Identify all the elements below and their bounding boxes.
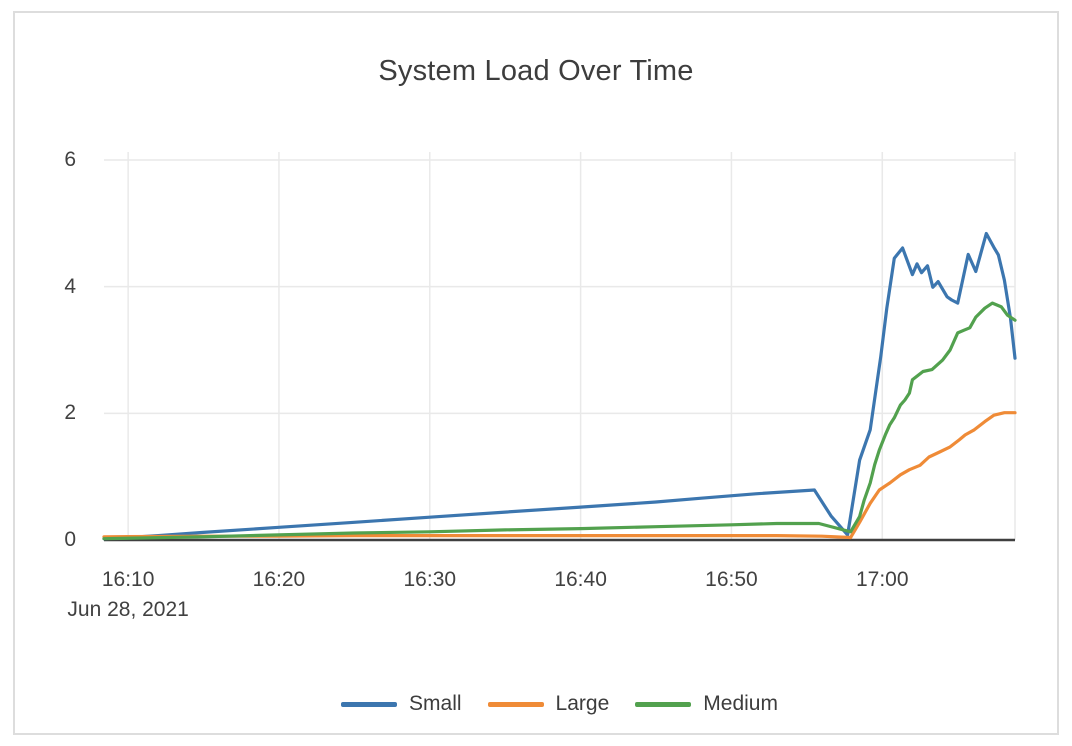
- legend-label-medium: Medium: [703, 692, 778, 715]
- chart-legend: Small Large Medium: [104, 692, 1015, 716]
- series-line-medium[interactable]: [102, 301, 1017, 541]
- x-tick-label: 16:40: [554, 568, 607, 591]
- legend-item-large[interactable]: Large: [487, 692, 610, 716]
- large-series-swatch-icon: [487, 701, 544, 707]
- small-series-swatch-icon: [341, 701, 398, 707]
- y-tick-label: 4: [64, 274, 76, 298]
- legend-label-small: Small: [409, 692, 462, 715]
- y-tick-label: 2: [64, 401, 76, 425]
- legend-item-medium[interactable]: Medium: [635, 692, 778, 716]
- x-tick-label: 16:20: [252, 568, 306, 591]
- legend-label-large: Large: [555, 692, 610, 715]
- chart-title: System Load Over Time: [378, 55, 694, 87]
- x-axis-date-label: Jun 28, 2021: [67, 598, 189, 621]
- series-line-large[interactable]: [102, 411, 1017, 540]
- series-line-small[interactable]: [102, 231, 1017, 541]
- y-tick-label: 0: [64, 528, 76, 551]
- medium-series-swatch-icon: [635, 701, 692, 707]
- x-tick-label: 16:50: [705, 568, 758, 591]
- chart-card: [13, 11, 1059, 735]
- x-tick-label: 16:10: [101, 568, 155, 591]
- x-tick-label: 17:00: [855, 568, 909, 591]
- legend-item-small[interactable]: Small: [341, 692, 462, 716]
- y-tick-label: 6: [64, 148, 76, 171]
- x-tick-label: 16:30: [403, 568, 457, 591]
